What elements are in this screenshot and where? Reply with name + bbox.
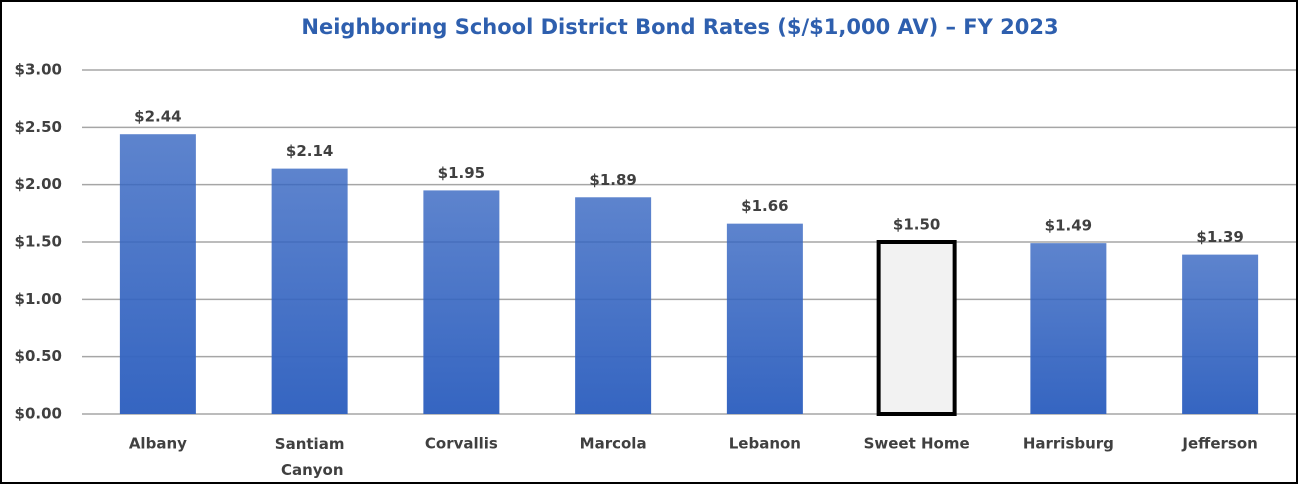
x-tick-label: Sweet Home: [864, 435, 970, 453]
y-tick-label: $2.50: [15, 118, 62, 136]
x-tick-label: Santiam Canyon: [275, 435, 345, 479]
x-tick-label: Marcola: [580, 435, 647, 453]
x-tick-label: Corvallis: [425, 435, 498, 453]
x-tick-word: Santiam: [275, 435, 345, 453]
x-tick-label: Jefferson: [1181, 435, 1257, 453]
y-tick-label: $3.00: [15, 61, 62, 79]
value-label: $1.39: [1196, 228, 1243, 246]
x-tick-label: Harrisburg: [1023, 435, 1114, 453]
chart-title: Neighboring School District Bond Rates (…: [301, 15, 1058, 39]
bar: [1030, 243, 1107, 414]
x-tick-word: Canyon: [276, 461, 344, 479]
y-tick-label: $2.00: [15, 175, 62, 193]
bar: [1182, 254, 1259, 414]
value-label: $1.89: [589, 171, 636, 189]
x-tick-label: Lebanon: [729, 435, 801, 453]
y-tick-label: $0.00: [15, 405, 62, 423]
bar: [726, 223, 803, 414]
y-tick-label: $1.00: [15, 290, 62, 308]
y-tick-label: $1.50: [15, 233, 62, 251]
value-label: $1.49: [1045, 217, 1092, 235]
bar: [876, 240, 957, 416]
value-label: $1.95: [438, 164, 485, 182]
value-label: $1.66: [741, 197, 788, 215]
value-label: $1.50: [893, 216, 940, 234]
bar: [119, 134, 196, 415]
bar: [575, 197, 652, 414]
bar: [423, 190, 500, 414]
value-label: $2.44: [134, 108, 181, 126]
x-tick-label: Albany: [129, 435, 187, 453]
value-label: $2.14: [286, 142, 333, 160]
bar: [271, 168, 348, 414]
y-tick-label: $0.50: [15, 347, 62, 365]
